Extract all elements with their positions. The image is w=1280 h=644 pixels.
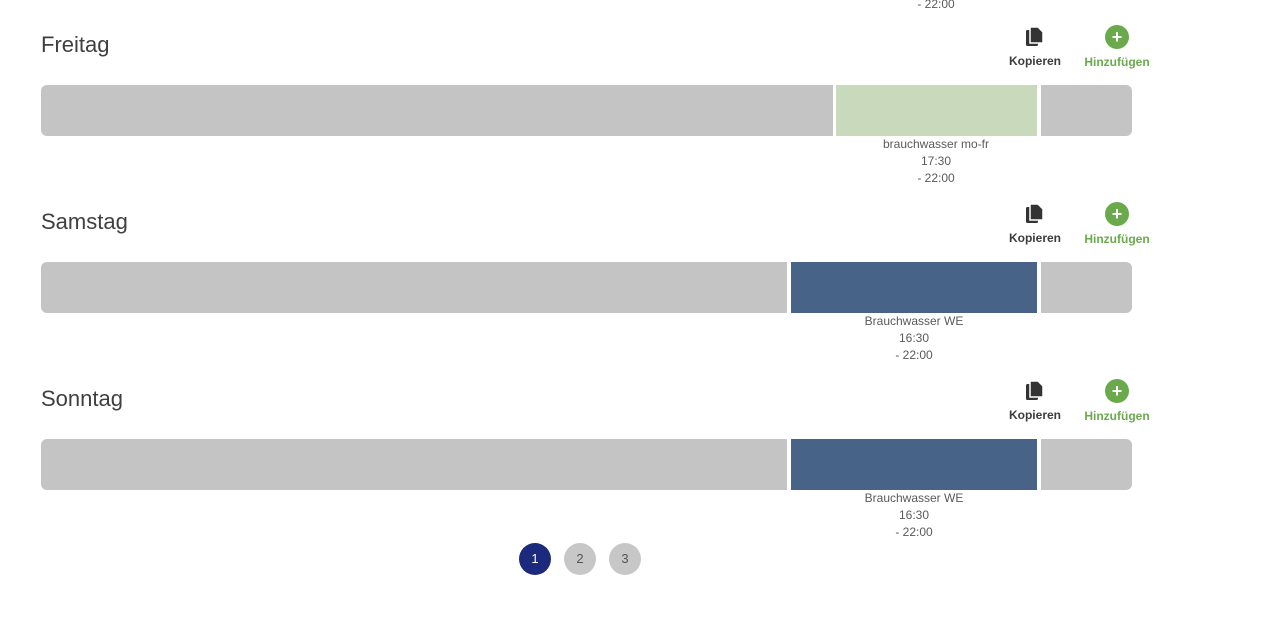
free-segment[interactable]	[1041, 262, 1132, 313]
day-schedule-freitag: Freitag Kopieren + Hinzufügen brauchwass…	[41, 25, 1191, 209]
slot-end: - 22:00	[895, 348, 933, 362]
copy-icon	[1026, 380, 1044, 400]
free-segment[interactable]	[41, 262, 787, 313]
time-slot-label: Brauchwasser WE 16:30 - 22:00	[834, 313, 994, 364]
day-schedule-samstag: Samstag Kopieren + Hinzufügen Brauchwass…	[41, 202, 1191, 386]
copy-button[interactable]: Kopieren	[995, 26, 1075, 68]
free-segment[interactable]	[41, 85, 833, 136]
copy-label: Kopieren	[1008, 408, 1061, 422]
slot-name: Brauchwasser WE	[864, 314, 964, 328]
copy-label: Kopieren	[1008, 231, 1061, 245]
copy-icon	[1026, 203, 1044, 223]
time-slot[interactable]	[836, 85, 1037, 136]
day-title: Sonntag	[41, 386, 123, 411]
copy-button[interactable]: Kopieren	[995, 380, 1075, 422]
free-segment[interactable]	[1041, 439, 1132, 490]
day-title: Freitag	[41, 32, 110, 57]
plus-icon: +	[1105, 202, 1129, 226]
add-label: Hinzufügen	[1084, 232, 1150, 246]
plus-icon: +	[1105, 25, 1129, 49]
free-segment[interactable]	[41, 439, 787, 490]
add-button[interactable]: + Hinzufügen	[1077, 202, 1157, 246]
timeline-bar	[41, 85, 1132, 136]
day-schedule-sonntag: Sonntag Kopieren + Hinzufügen Brauchwass…	[41, 379, 1191, 563]
add-label: Hinzufügen	[1084, 409, 1150, 423]
page-button-1[interactable]: 1	[519, 543, 551, 575]
slot-start: 17:30	[920, 154, 952, 168]
time-slot-label: Brauchwasser WE 16:30 - 22:00	[834, 490, 994, 541]
day-title: Samstag	[41, 209, 128, 234]
add-button[interactable]: + Hinzufügen	[1077, 379, 1157, 423]
free-segment[interactable]	[1041, 85, 1132, 136]
timeline-bar	[41, 262, 1132, 313]
copy-button[interactable]: Kopieren	[995, 203, 1075, 245]
timeline-bar	[41, 439, 1132, 490]
time-slot[interactable]	[791, 262, 1037, 313]
add-label: Hinzufügen	[1084, 55, 1150, 69]
add-button[interactable]: + Hinzufügen	[1077, 25, 1157, 69]
slot-end: - 22:00	[917, 171, 955, 185]
plus-icon: +	[1105, 379, 1129, 403]
copy-label: Kopieren	[1008, 54, 1061, 68]
slot-start: 16:30	[898, 331, 930, 345]
copy-icon	[1026, 26, 1044, 46]
slot-name: Brauchwasser WE	[864, 491, 964, 505]
slot-start: 16:30	[898, 508, 930, 522]
slot-end: - 22:00	[895, 525, 933, 539]
page-button-2[interactable]: 2	[564, 543, 596, 575]
previous-slot-end-label: - 22:00	[917, 0, 955, 11]
time-slot-label: brauchwasser mo-fr 17:30 - 22:00	[856, 136, 1016, 187]
slot-name: brauchwasser mo-fr	[882, 137, 990, 151]
time-slot[interactable]	[791, 439, 1037, 490]
page-button-3[interactable]: 3	[609, 543, 641, 575]
